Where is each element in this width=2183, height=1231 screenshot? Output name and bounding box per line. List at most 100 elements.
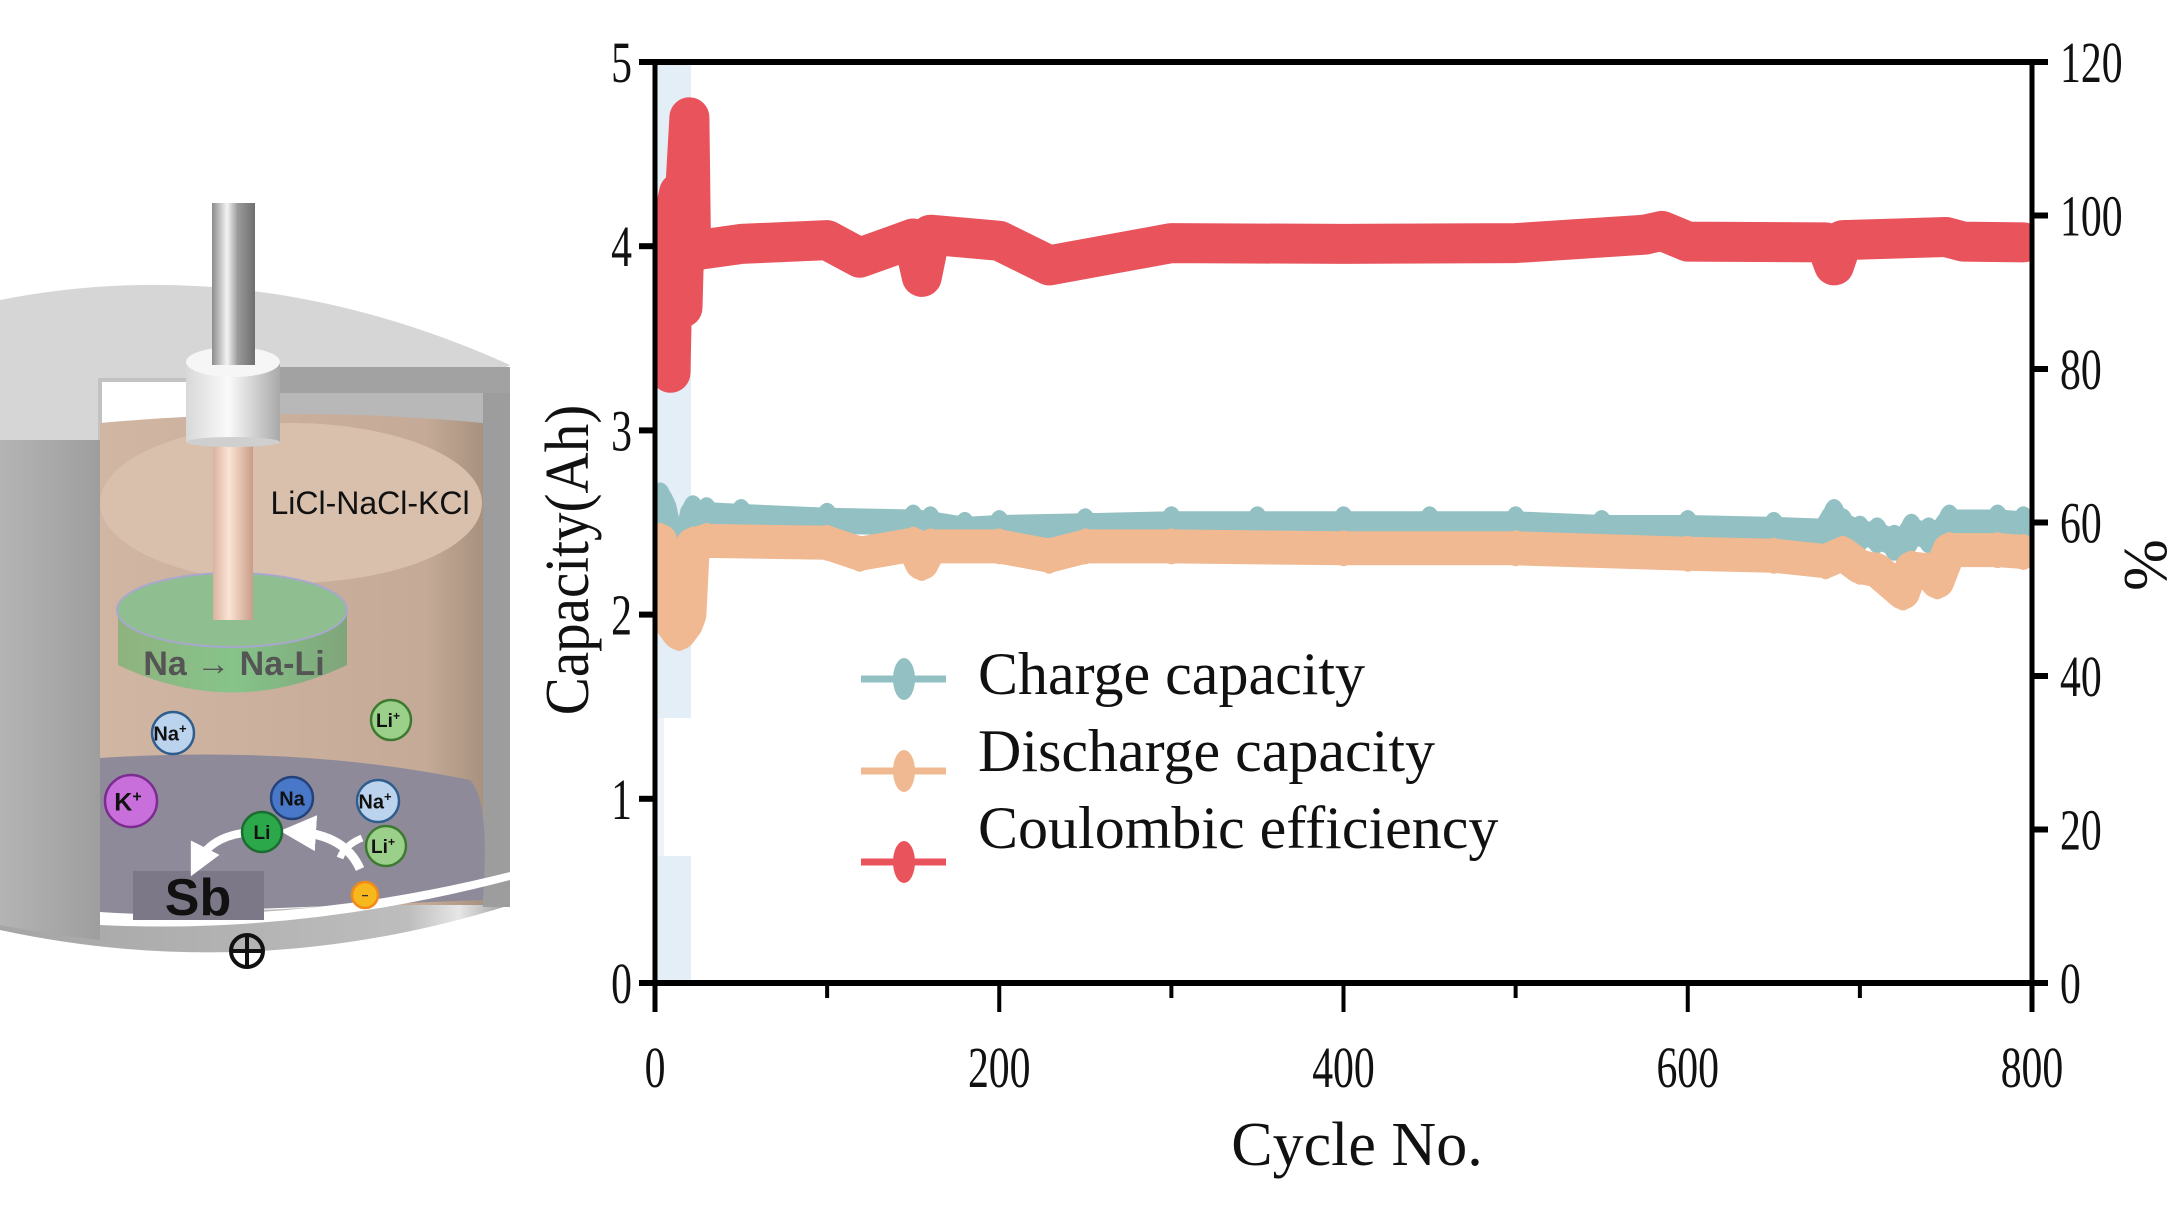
- data-point: [919, 216, 942, 253]
- li-to-sb-arrow: [190, 829, 244, 877]
- data-point: [1938, 532, 1961, 569]
- sb-electrode: [133, 871, 264, 920]
- data-point: [1831, 222, 1854, 259]
- na-li-label: Na → Na-Li: [143, 645, 324, 683]
- cell-body-outer: [0, 440, 100, 940]
- data-point: [675, 159, 697, 196]
- data-point: [1848, 548, 1871, 585]
- data-point: [1160, 528, 1183, 565]
- axes-ticks: 0 200 400 600 800 0 1 2 3 4 5 0 20 40 60 80 100 120: [611, 30, 2122, 1099]
- data-point: [695, 522, 718, 559]
- y2-tick-label: 100: [2060, 184, 2123, 248]
- data-point: [1676, 223, 1699, 260]
- data-point: [1986, 504, 2009, 541]
- data-point: [1160, 225, 1183, 262]
- sb-label: Sb: [165, 869, 231, 927]
- data-point: [2012, 224, 2032, 261]
- legend-item-charge: Charge capacity: [861, 641, 1365, 707]
- data-point: [678, 596, 701, 633]
- li-branch-arrow: [336, 834, 364, 860]
- y-tick-label: 1: [611, 767, 632, 831]
- data-point: [2012, 534, 2032, 570]
- data-point: [659, 354, 682, 391]
- data-point: [1986, 532, 2009, 569]
- data-point: [919, 528, 942, 565]
- data-point: [1650, 212, 1673, 249]
- data-point: [1038, 247, 1061, 284]
- series-coulombic-efficiency: [655, 97, 2032, 393]
- ion-na-plus: Na+: [355, 778, 401, 824]
- cycling-chart: 0 200 400 600 800 0 1 2 3 4 5 0 20 40 60 80 100 120 Cycle…: [533, 30, 2180, 1179]
- x-tick-label: 0: [645, 1035, 666, 1099]
- data-point: [1762, 537, 1785, 574]
- data-point: [1332, 530, 1355, 567]
- ion-li: Li: [240, 810, 284, 854]
- data-point: [1866, 517, 1889, 554]
- steel-lead-rod: [212, 203, 255, 365]
- x-tick-label: 600: [1656, 1035, 1719, 1099]
- data-point: [902, 220, 925, 257]
- data-point: [988, 528, 1011, 565]
- series-discharge-capacity: [655, 522, 2032, 651]
- data-point: [671, 289, 694, 326]
- x-tick-label: 800: [2001, 1035, 2064, 1099]
- ion-label: Na: [279, 789, 305, 811]
- y2-tick-label: 60: [2060, 491, 2102, 555]
- positive-terminal-icon: [229, 933, 265, 969]
- electrolyte-label: LiCl-NaCl-KCl: [270, 485, 469, 521]
- ion-li-plus: Li+: [369, 698, 413, 742]
- legend-label-charge: Charge capacity: [978, 641, 1365, 707]
- data-point: [1900, 513, 1923, 550]
- legend-label-discharge: Discharge capacity: [978, 718, 1435, 784]
- legend-label-coulombic: Coulombic efficiency: [978, 795, 1498, 861]
- y2-tick-label: 40: [2060, 644, 2102, 708]
- data-point: [678, 99, 701, 136]
- series-layer: [655, 97, 2032, 651]
- data-point: [848, 239, 871, 276]
- y-tick-label: 3: [611, 399, 632, 463]
- legend-item-coulombic: Coulombic efficiency: [861, 795, 1498, 883]
- x-tick-label: 400: [1312, 1035, 1375, 1099]
- data-point: [1504, 225, 1527, 262]
- data-point: [910, 258, 933, 295]
- data-point: [1938, 504, 1961, 541]
- cell-diagram: Sb Na → Na-Li LiCl-NaCl-KCl Na+ Li+K+ Na Na…: [0, 203, 510, 969]
- ion-label: −: [361, 889, 368, 903]
- electron-path-arrow: [280, 815, 365, 872]
- legend-item-discharge: Discharge capacity: [861, 718, 1435, 792]
- data-point: [1952, 223, 1975, 260]
- x-tick-label: 200: [968, 1035, 1031, 1099]
- y2-tick-label: 80: [2060, 337, 2102, 401]
- data-point: [1504, 530, 1527, 567]
- ion-na-plus: Na+: [150, 710, 196, 756]
- data-point: [1831, 508, 1854, 545]
- data-point: [1926, 563, 1949, 600]
- data-point: [655, 559, 675, 596]
- y-tick-label: 4: [611, 215, 632, 279]
- data-point: [730, 225, 753, 262]
- y2-tick-label: 120: [2060, 30, 2123, 94]
- data-point: [2012, 506, 2032, 543]
- y-axis-title: Capacity(Ah): [533, 405, 602, 715]
- data-point: [1934, 219, 1957, 255]
- y2-axis-title: %: [2112, 539, 2180, 591]
- data-point: [1831, 535, 1854, 572]
- ion-li-plus: Li+: [364, 824, 408, 868]
- y2-tick-label: 20: [2060, 798, 2102, 862]
- y-tick-label: 2: [611, 583, 632, 647]
- ion-group: Na+ Li+ K+ Na Na+ Li Li+ −: [103, 698, 413, 910]
- x-axis-title: Cycle No.: [1231, 1111, 1482, 1179]
- ion-na: Na: [269, 775, 315, 821]
- ion-label: Na+: [358, 789, 392, 813]
- data-point: [1866, 552, 1889, 589]
- data-point: [655, 522, 672, 559]
- y2-tick-label: 0: [2060, 951, 2081, 1015]
- data-point: [1038, 537, 1061, 574]
- legend: Charge capacity Discharge capacity Coulo…: [861, 641, 1498, 883]
- data-point: [1074, 528, 1097, 565]
- data-point: [1900, 550, 1923, 587]
- cell-wall-right: [483, 367, 510, 907]
- data-point: [1676, 535, 1699, 572]
- electrolyte-surface: [100, 423, 482, 583]
- cell-floor: [100, 872, 510, 927]
